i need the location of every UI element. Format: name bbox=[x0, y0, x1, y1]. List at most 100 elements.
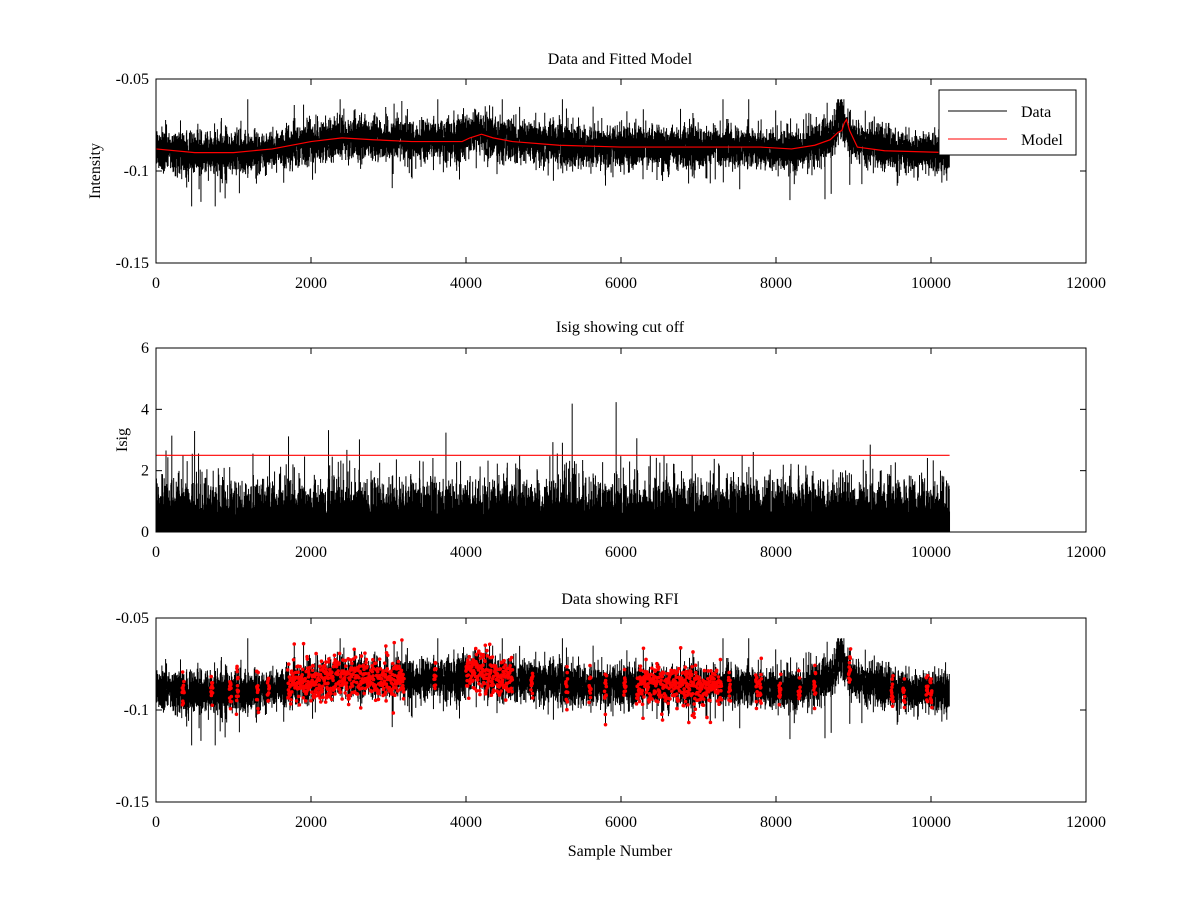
rfi-point bbox=[889, 690, 894, 695]
rfi-point bbox=[335, 672, 340, 677]
rfi-point bbox=[351, 679, 356, 684]
rfi-point bbox=[477, 688, 482, 693]
y-tick-label: 2 bbox=[141, 463, 149, 480]
rfi-point bbox=[657, 690, 662, 694]
rfi-point bbox=[401, 690, 406, 694]
rfi-point bbox=[267, 685, 272, 690]
rfi-point bbox=[235, 669, 240, 674]
y-tick-label: -0.1 bbox=[124, 702, 149, 719]
rfi-point bbox=[328, 686, 333, 691]
rfi-point bbox=[657, 675, 661, 680]
rfi-point bbox=[373, 683, 378, 688]
rfi-point bbox=[681, 681, 686, 685]
rfi-point bbox=[682, 687, 686, 691]
rfi-point bbox=[327, 695, 332, 699]
series-rfi-points bbox=[180, 638, 934, 727]
rfi-point bbox=[337, 651, 342, 656]
rfi-point bbox=[707, 679, 712, 684]
legend-entry-model: Model bbox=[1021, 132, 1063, 149]
rfi-point bbox=[727, 670, 731, 675]
rfi-point bbox=[401, 686, 406, 691]
rfi-point bbox=[433, 677, 437, 681]
rfi-point bbox=[674, 675, 679, 679]
rfi-point bbox=[291, 673, 295, 677]
rfi-point bbox=[813, 663, 817, 668]
rfi-point bbox=[336, 669, 341, 673]
rfi-point bbox=[347, 696, 351, 701]
rfi-point bbox=[502, 671, 507, 676]
rfi-point bbox=[813, 684, 818, 688]
rfi-point bbox=[370, 669, 375, 674]
rfi-point bbox=[812, 706, 817, 711]
rfi-point bbox=[530, 696, 535, 700]
rfi-point bbox=[925, 673, 930, 678]
rfi-point bbox=[726, 675, 731, 680]
rfi-point bbox=[310, 668, 315, 673]
rfi-point bbox=[229, 694, 234, 699]
rfi-point bbox=[396, 674, 400, 678]
rfi-point bbox=[303, 699, 308, 703]
rfi-point bbox=[345, 687, 349, 691]
rfi-point bbox=[289, 697, 293, 702]
rfi-point bbox=[383, 690, 388, 695]
rfi-point bbox=[778, 693, 782, 698]
rfi-point bbox=[604, 673, 609, 678]
rfi-point bbox=[926, 691, 930, 696]
rfi-point bbox=[235, 683, 240, 688]
rfi-point bbox=[798, 689, 802, 694]
rfi-point bbox=[291, 657, 296, 662]
legend-box bbox=[938, 89, 1077, 156]
rfi-point bbox=[693, 670, 698, 675]
rfi-point bbox=[474, 689, 479, 693]
rfi-point bbox=[433, 674, 438, 678]
rfi-point bbox=[623, 689, 628, 693]
rfi-point bbox=[660, 674, 665, 679]
rfi-point bbox=[360, 686, 364, 691]
rfi-point bbox=[300, 673, 304, 677]
rfi-point bbox=[925, 699, 930, 704]
rfi-point bbox=[491, 682, 496, 687]
rfi-point bbox=[393, 693, 397, 698]
rfi-point bbox=[476, 649, 481, 653]
rfi-point bbox=[401, 683, 405, 688]
rfi-point bbox=[493, 664, 498, 668]
x-tick-label: 6000 bbox=[605, 814, 637, 831]
rfi-point bbox=[481, 663, 485, 667]
x-tick-label: 2000 bbox=[295, 814, 327, 831]
rfi-point bbox=[926, 684, 930, 688]
rfi-point bbox=[266, 691, 271, 695]
rfi-point bbox=[210, 686, 215, 690]
rfi-point bbox=[308, 665, 312, 670]
rfi-point bbox=[503, 663, 508, 667]
rfi-point bbox=[687, 720, 691, 725]
rfi-point bbox=[326, 681, 330, 686]
y-tick-label: -0.05 bbox=[116, 610, 149, 627]
rfi-point bbox=[645, 670, 649, 674]
y-tick-label: -0.05 bbox=[116, 71, 149, 88]
rfi-point bbox=[498, 667, 503, 671]
rfi-point bbox=[290, 690, 294, 694]
rfi-point bbox=[644, 690, 649, 695]
rfi-point bbox=[382, 679, 387, 683]
rfi-point bbox=[400, 679, 405, 684]
rfi-point bbox=[565, 664, 569, 669]
x-tick-label: 2000 bbox=[295, 275, 327, 292]
y-tick-label: -0.1 bbox=[124, 163, 149, 180]
rfi-point bbox=[466, 673, 471, 677]
rfi-point bbox=[343, 658, 348, 663]
x-tick-label: 8000 bbox=[760, 275, 792, 292]
rfi-point bbox=[353, 655, 358, 659]
rfi-point bbox=[298, 664, 302, 669]
rfi-point bbox=[355, 680, 359, 685]
rfi-point bbox=[492, 688, 496, 693]
rfi-point bbox=[323, 700, 328, 704]
rfi-point bbox=[307, 672, 311, 676]
x-tick-label: 4000 bbox=[450, 275, 482, 292]
rfi-point bbox=[708, 720, 713, 725]
x-tick-label: 4000 bbox=[450, 544, 482, 561]
rfi-point bbox=[779, 672, 783, 677]
rfi-point bbox=[564, 684, 569, 689]
rfi-point bbox=[482, 681, 487, 686]
rfi-point bbox=[695, 690, 699, 695]
rfi-point bbox=[296, 670, 301, 674]
